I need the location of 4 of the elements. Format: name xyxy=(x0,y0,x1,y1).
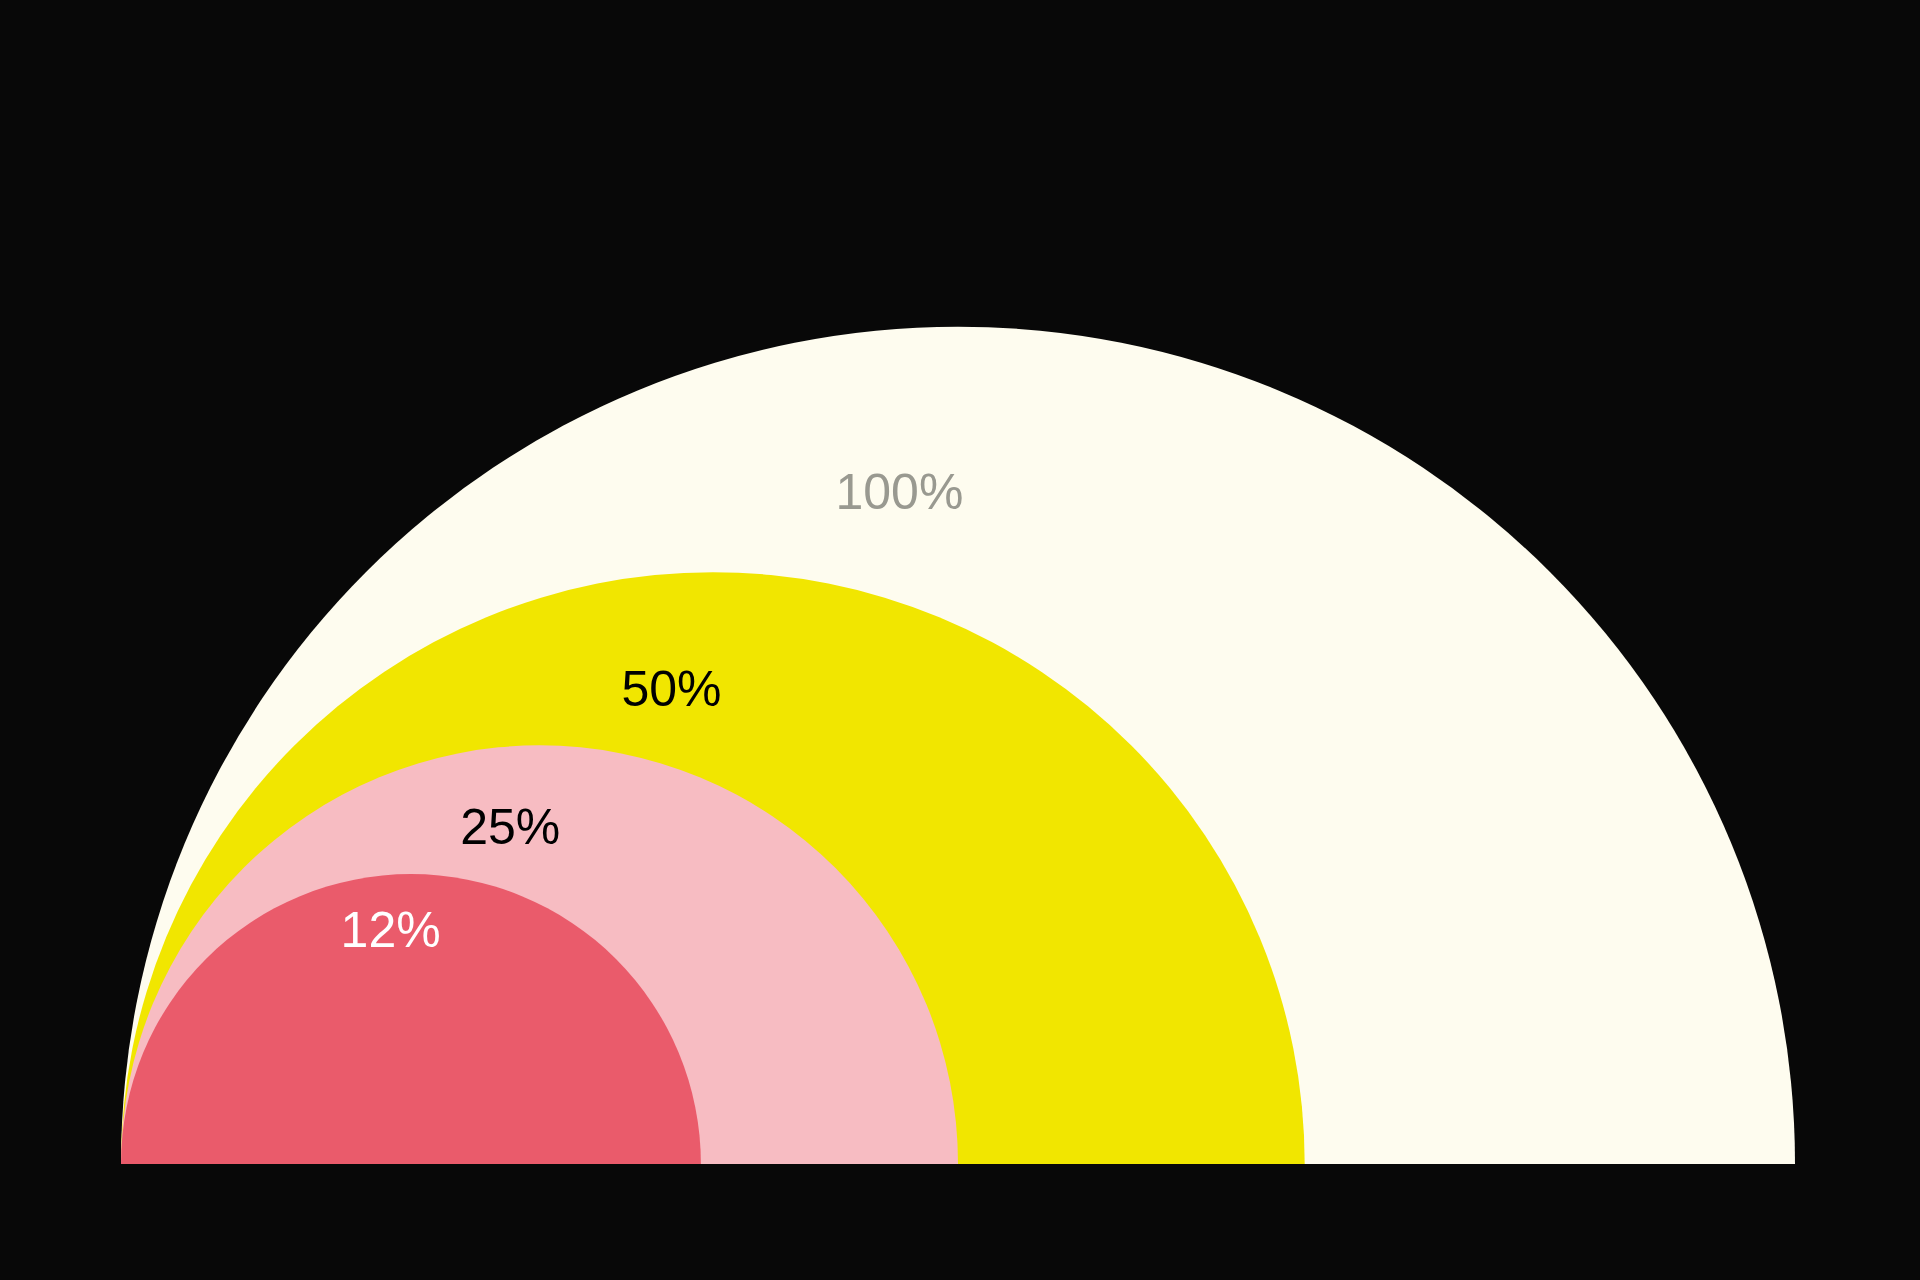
data-label: 12% xyxy=(340,902,441,959)
data-label: 100% xyxy=(835,464,964,521)
data-label: 25% xyxy=(460,799,561,856)
data-label: 50% xyxy=(621,660,722,717)
